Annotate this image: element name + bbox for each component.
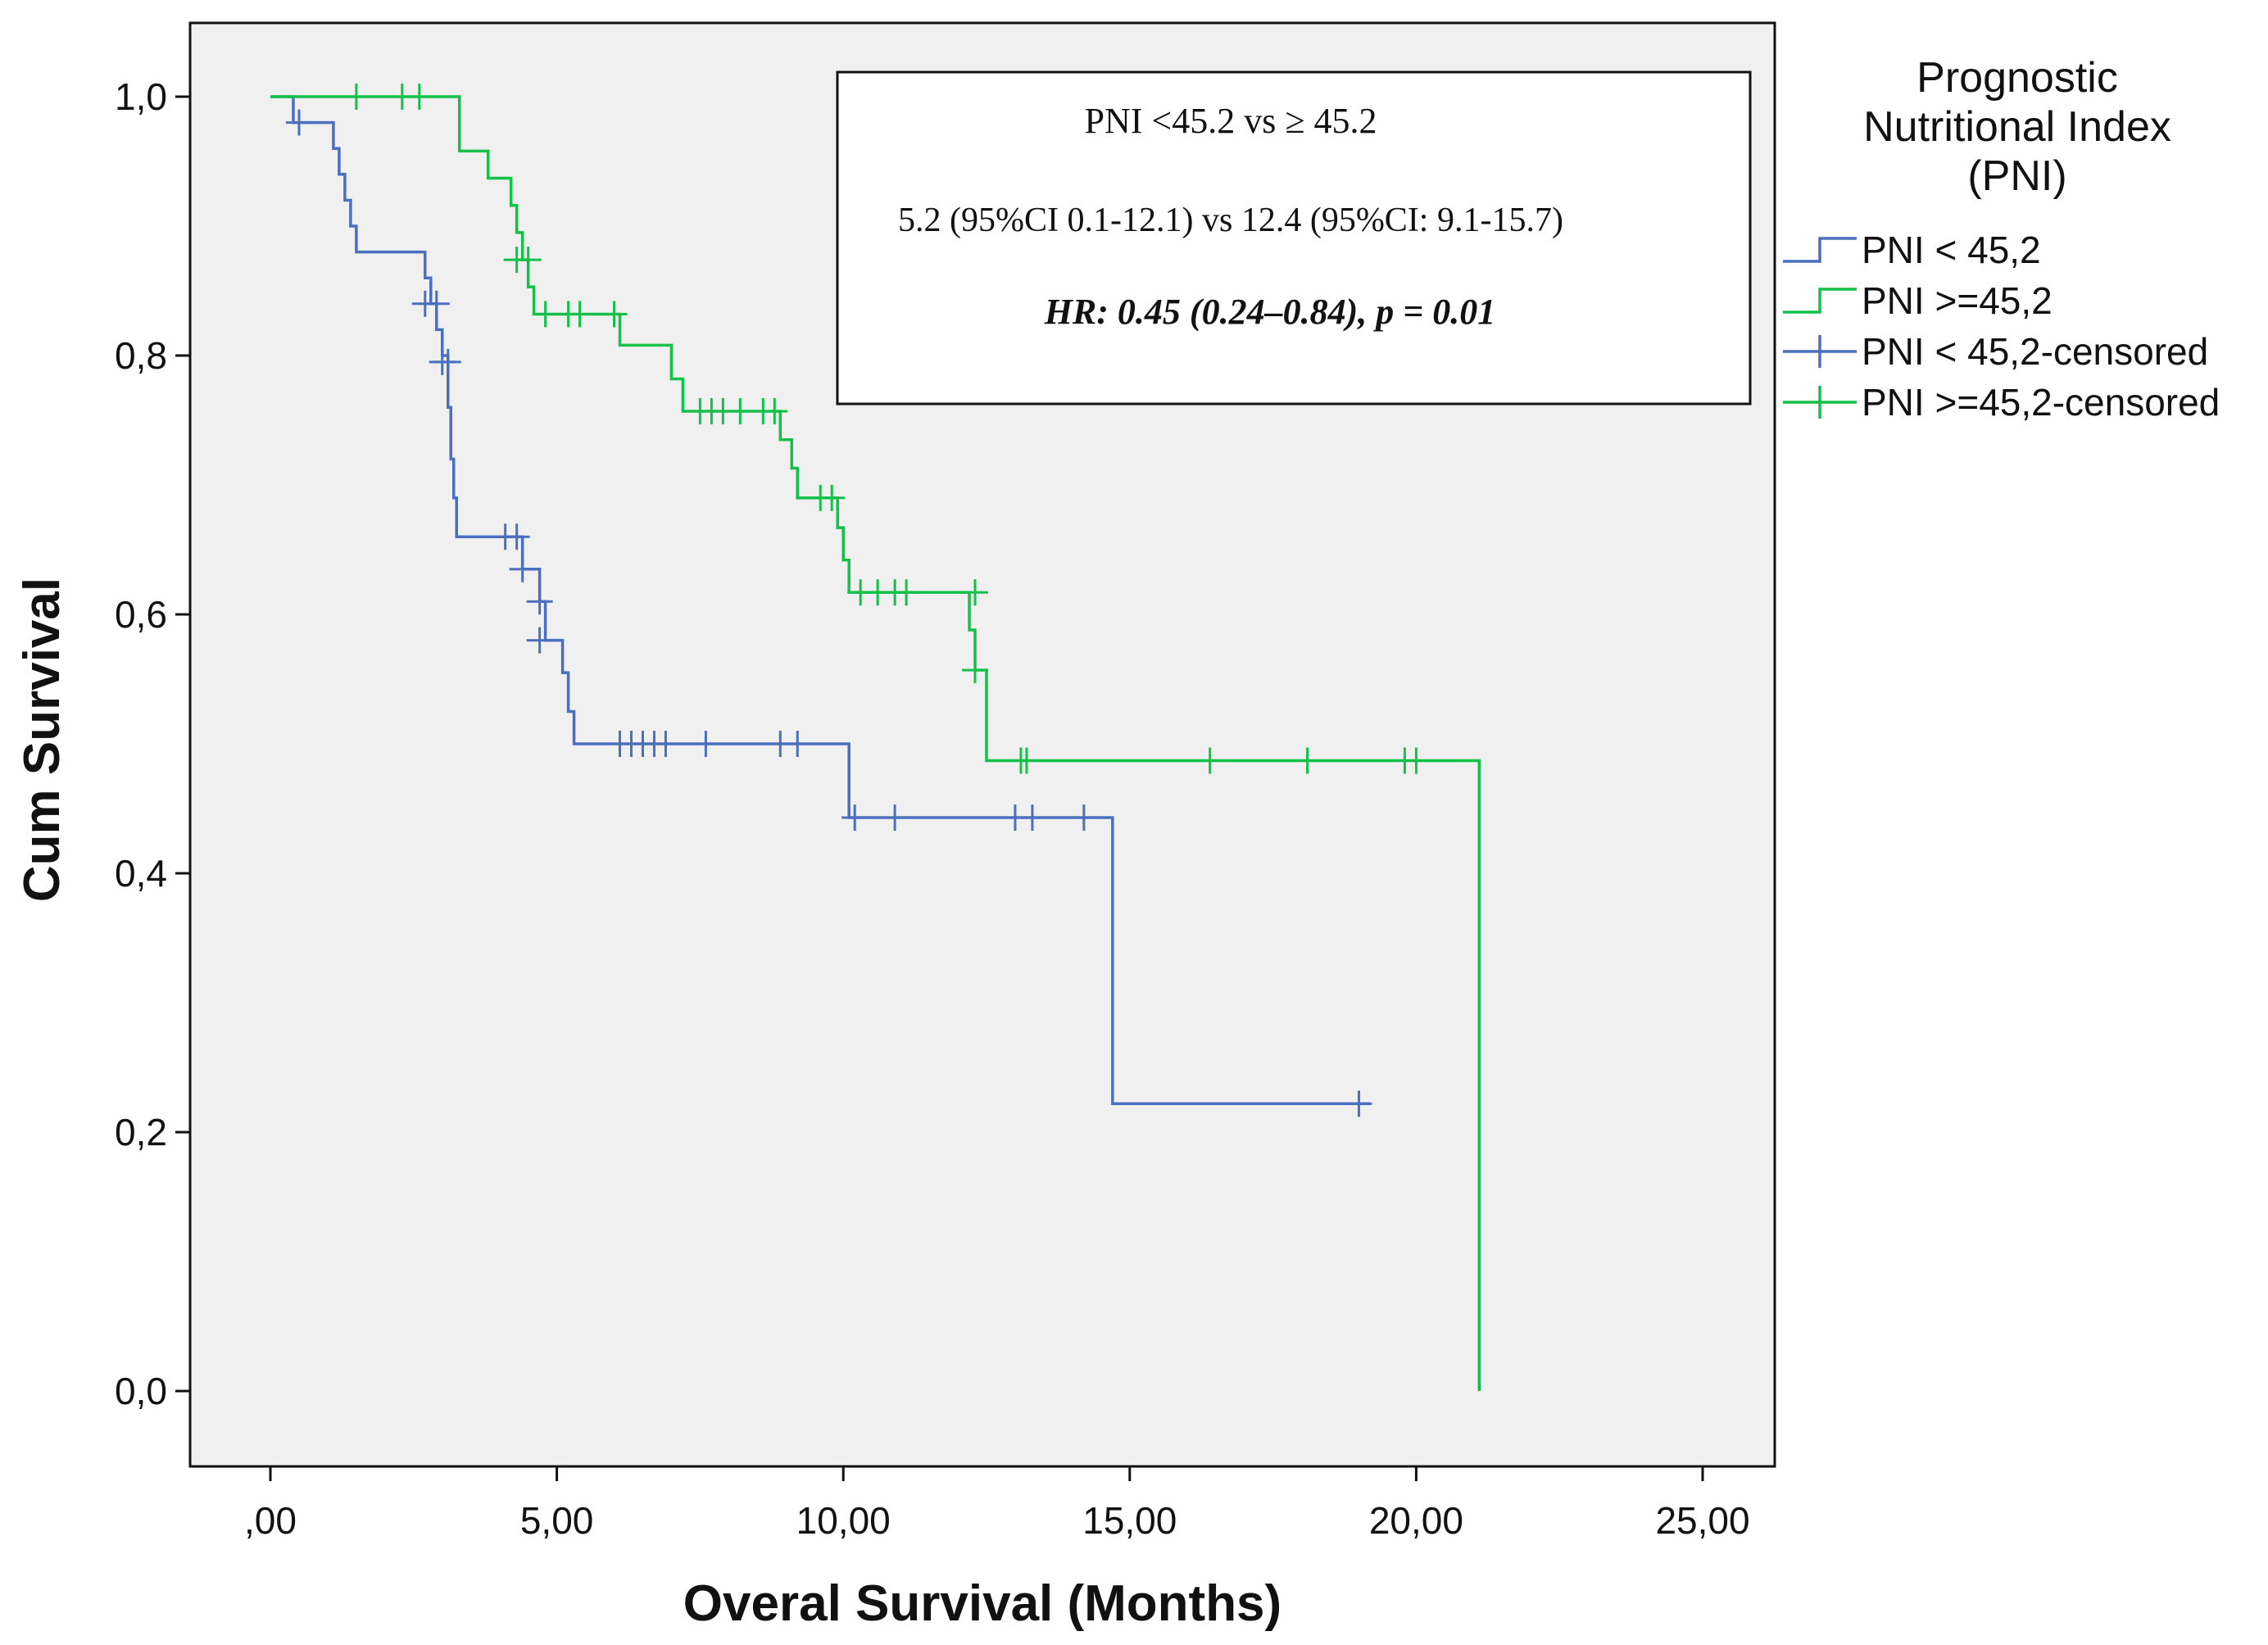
y-axis-label: Cum Survival [14, 578, 70, 902]
x-tick-label: 25,00 [1655, 1499, 1749, 1542]
annotation-frame [836, 70, 1752, 406]
censored-mark [1196, 747, 1223, 774]
censored-mark [601, 301, 628, 328]
x-tick-label: 10,00 [796, 1499, 891, 1542]
censored-mark [962, 656, 989, 683]
legend-entry: PNI >=45,2 [1783, 279, 2053, 322]
legend-step-symbol [1783, 237, 1857, 263]
censored-mark [532, 301, 559, 328]
x-tick-label: 5,00 [520, 1499, 594, 1542]
annotation-box: PNI <45.2 vs ≥ 45.2 5.2 (95%CI 0.1-12.1)… [836, 70, 1752, 406]
censored-mark [692, 731, 719, 757]
legend-entry-label: PNI >=45,2-censored [1862, 381, 2220, 424]
censored-mark [503, 523, 530, 551]
series-pni-low [270, 95, 1372, 1117]
legend-entry-label: PNI < 45,2-censored [1862, 330, 2208, 373]
censored-mark [515, 247, 542, 274]
censored-mark [1403, 747, 1430, 774]
censored-mark [342, 84, 370, 110]
censored-mark [727, 397, 754, 424]
annotation-hazard-ratio: HR: 0.45 (0.24–0.84), p = 0.01 [1044, 292, 1496, 332]
annotation-median-survival: 5.2 (95%CI 0.1-12.1) vs 12.4 (95%CI: 9.1… [898, 202, 1563, 239]
censored-mark [526, 627, 553, 654]
y-tick-label: 0,6 [115, 593, 167, 636]
censored-mark [423, 290, 450, 317]
legend-entry: PNI < 45,2-censored [1783, 330, 2208, 373]
censored-mark [566, 301, 593, 328]
legend-entry: PNI < 45,2 [1783, 229, 2041, 271]
legend: Prognostic Nutritional Index (PNI) PNI <… [1783, 54, 2220, 424]
y-tick-label: 0,2 [115, 1111, 167, 1153]
legend-entry-label: PNI >=45,2 [1862, 279, 2053, 322]
censored-mark [285, 109, 312, 136]
censored-mark [882, 804, 909, 832]
legend-title-line-3: (PNI) [1967, 152, 2066, 200]
censored-mark [761, 397, 788, 424]
y-tick-label: 0,0 [115, 1370, 167, 1412]
censored-mark [784, 731, 811, 757]
legend-entry: PNI >=45,2-censored [1783, 381, 2220, 424]
annotation-comparison: PNI <45.2 vs ≥ 45.2 [1085, 101, 1377, 141]
censored-mark [406, 84, 433, 110]
censored-mark [1070, 804, 1097, 832]
censored-mark [526, 588, 553, 615]
censored-mark [1294, 747, 1321, 774]
censored-mark [434, 348, 461, 375]
censored-mark [819, 484, 846, 511]
x-tick-label: 20,00 [1369, 1499, 1463, 1542]
x-tick-label: 15,00 [1082, 1499, 1177, 1542]
x-axis-label: Overal Survival (Months) [683, 1575, 1281, 1632]
censored-mark [893, 579, 920, 606]
legend-title-line-2: Nutritional Index [1863, 103, 2171, 151]
censored-mark [1345, 1090, 1372, 1117]
y-tick-label: 1,0 [115, 75, 167, 118]
legend-step-symbol [1783, 288, 1857, 314]
censored-mark [1018, 804, 1046, 832]
legend-entry-label: PNI < 45,2 [1862, 229, 2041, 271]
censored-mark [652, 731, 679, 757]
survival-curve-line [270, 95, 1371, 1105]
legend-entries: PNI < 45,2 PNI >=45,2 PNI < 45,2-censored P… [1783, 229, 2220, 424]
y-tick-label: 0,4 [115, 852, 167, 895]
series-layer [270, 84, 1481, 1391]
axes: ,00 5,00 10,00 15,00 20,00 25,00 0,0 0,2 0,4 0,6 0… [115, 75, 1750, 1542]
series-pni-high [270, 84, 1481, 1391]
x-tick-label: ,00 [244, 1499, 297, 1542]
censored-mark [841, 804, 869, 832]
censored-mark [1013, 747, 1040, 774]
censored-mark [509, 555, 536, 582]
y-tick-label: 0,8 [115, 334, 167, 377]
legend-title-line-1: Prognostic [1916, 54, 2118, 102]
censored-mark [962, 579, 989, 606]
